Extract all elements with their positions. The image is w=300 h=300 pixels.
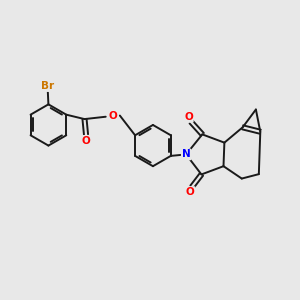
Text: O: O — [82, 136, 90, 146]
Text: Br: Br — [41, 81, 54, 91]
Text: O: O — [109, 111, 118, 121]
Text: O: O — [186, 187, 195, 197]
Text: N: N — [182, 149, 190, 159]
Text: O: O — [184, 112, 193, 122]
